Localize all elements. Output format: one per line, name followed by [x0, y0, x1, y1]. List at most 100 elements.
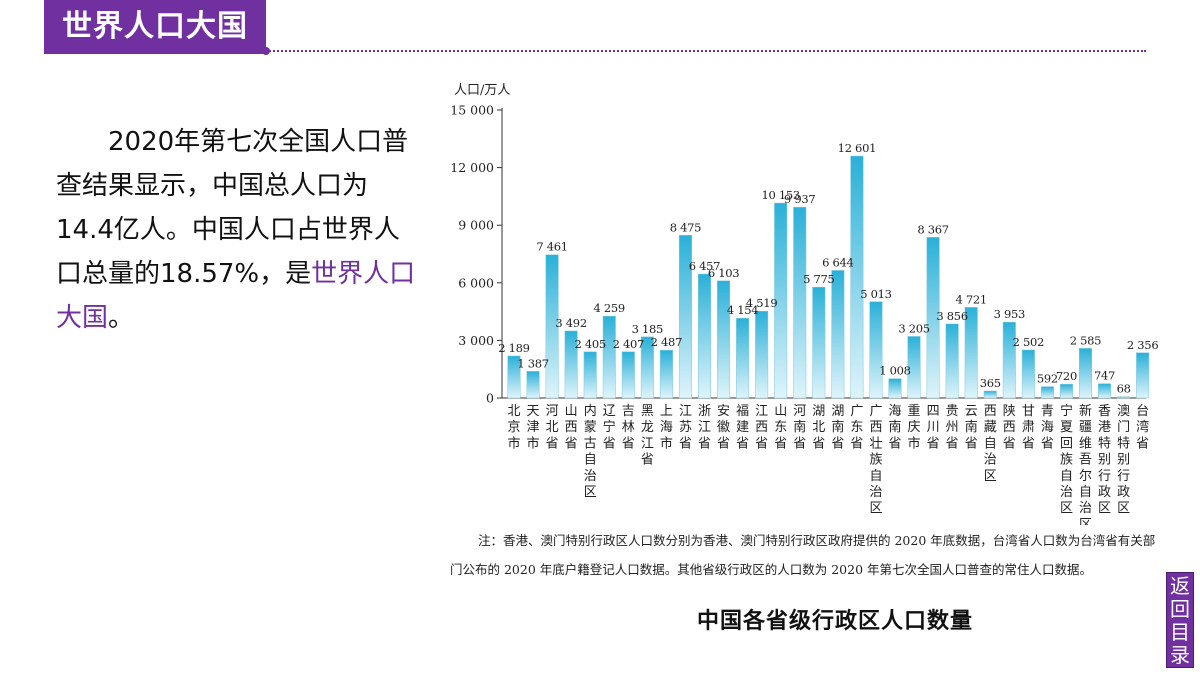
category-label: 甘肃省 — [1022, 404, 1035, 451]
y-tick-label: 12 000 — [450, 160, 494, 175]
bar-value-label: 5 775 — [803, 272, 834, 286]
bar — [850, 155, 864, 399]
bar-value-label: 1 008 — [879, 364, 910, 378]
category-label: 澳门特别行政区 — [1117, 403, 1130, 516]
back-button-char: 录 — [1170, 643, 1190, 667]
bar-value-label: 3 492 — [555, 316, 586, 330]
bar-value-label: 3 953 — [994, 307, 1025, 321]
category-label: 海南省 — [888, 404, 901, 451]
bar-value-label: 720 — [1056, 369, 1077, 383]
category-label: 辽宁省 — [603, 404, 616, 451]
y-axis-label: 人口/万人 — [454, 83, 510, 98]
category-label: 湖南省 — [831, 404, 844, 451]
bar — [1040, 386, 1054, 399]
category-label: 湖北省 — [812, 404, 825, 451]
chart-axes: 0 3 000 6 000 9 000 12 000 15 000 — [450, 103, 1146, 406]
category-label: 新疆维吾尔自治区 — [1079, 403, 1092, 525]
bar — [945, 323, 959, 399]
bar-value-label: 7 461 — [536, 240, 567, 254]
chart-category-labels: 北京市天津市河北省山西省内蒙古自治区辽宁省吉林省黑龙江省上海市江苏省浙江省安徽省… — [507, 403, 1149, 525]
bar-value-label: 365 — [980, 376, 1001, 390]
bar — [583, 351, 597, 399]
category-label: 江西省 — [755, 404, 768, 451]
y-tick-label: 0 — [486, 391, 494, 406]
bar-value-label: 747 — [1094, 369, 1115, 383]
bar-value-label: 3 856 — [936, 309, 967, 323]
bar-value-label: 4 259 — [594, 301, 625, 315]
page-title: 世界人口大国 — [44, 0, 266, 54]
category-label: 北京市 — [507, 404, 520, 451]
category-label: 山西省 — [565, 404, 578, 451]
bar — [831, 270, 845, 399]
bar — [545, 254, 559, 399]
category-label: 上海市 — [660, 404, 673, 451]
bar-value-label: 68 — [1117, 382, 1131, 396]
y-tick-label: 3 000 — [458, 333, 494, 348]
back-button-char: 目 — [1170, 620, 1190, 644]
bar — [507, 355, 521, 399]
bar — [526, 371, 540, 399]
back-to-contents-button[interactable]: 返回目录 — [1166, 572, 1194, 668]
bar-value-label: 2 405 — [574, 337, 605, 351]
category-label: 安徽省 — [717, 404, 730, 451]
bar — [1021, 349, 1035, 399]
category-label: 四川省 — [927, 404, 940, 451]
category-label: 宁夏回族自治区 — [1060, 403, 1073, 516]
bar-value-label: 2 356 — [1127, 338, 1158, 352]
bar-value-label: 8 475 — [670, 220, 701, 234]
y-tick-label: 6 000 — [458, 275, 494, 290]
category-label: 青海省 — [1041, 404, 1054, 451]
bar — [1002, 321, 1016, 399]
category-label: 河南省 — [793, 404, 806, 451]
bar — [1059, 383, 1073, 399]
bar — [812, 286, 826, 399]
intro-highlight: 世界人口大国 — [56, 259, 416, 333]
bar — [907, 336, 921, 399]
bar-value-label: 6 644 — [822, 255, 853, 269]
bar-value-label: 12 601 — [838, 141, 876, 155]
bar-value-label: 2 502 — [1013, 335, 1044, 349]
category-label: 吉林省 — [622, 404, 635, 451]
y-tick-label: 15 000 — [450, 103, 494, 118]
bar — [736, 317, 750, 399]
intro-text: 2020年第七次全国人口普查结果显示，中国总人口为14.4亿人。中国人口占世界人… — [56, 127, 409, 289]
bar — [774, 202, 788, 399]
bar — [678, 235, 692, 399]
bar — [983, 390, 997, 399]
bar-value-label: 2 407 — [613, 337, 644, 351]
bar-value-label: 4 154 — [727, 303, 758, 317]
bar-value-label: 2 487 — [651, 335, 682, 349]
category-label: 河北省 — [546, 404, 559, 451]
bar-value-label: 8 367 — [917, 222, 948, 236]
title-divider — [266, 50, 1146, 52]
category-label: 陕西省 — [1003, 404, 1016, 451]
bar-value-label: 2 585 — [1070, 333, 1101, 347]
bar-value-label: 3 205 — [898, 321, 929, 335]
y-tick-label: 9 000 — [458, 218, 494, 233]
chart-note: 注：香港、澳门特别行政区人口数分别为香港、澳门特别行政区政府提供的 2020 年… — [450, 533, 1156, 577]
bar — [755, 310, 769, 399]
intro-end: 。 — [108, 303, 135, 333]
bar — [698, 273, 711, 399]
bar — [793, 206, 807, 399]
category-label: 江苏省 — [679, 404, 692, 451]
category-label: 重庆市 — [908, 403, 921, 451]
category-label: 天津市 — [527, 404, 540, 451]
bar-value-label: 2 189 — [498, 341, 529, 355]
back-button-char: 回 — [1170, 597, 1190, 621]
bar-value-label: 4 519 — [746, 296, 777, 310]
category-label: 贵州省 — [946, 404, 959, 451]
bar — [659, 349, 673, 399]
chart-caption: 中国各省级行政区人口数量 — [696, 609, 973, 634]
bar — [1098, 383, 1112, 399]
category-label: 福建省 — [736, 404, 749, 451]
category-label: 黑龙江省 — [641, 404, 654, 468]
bar — [621, 351, 635, 399]
bar — [1117, 396, 1131, 399]
bar — [602, 315, 616, 399]
bar — [888, 378, 902, 399]
intro-paragraph: 2020年第七次全国人口普查结果显示，中国总人口为14.4亿人。中国人口占世界人… — [56, 120, 421, 340]
category-label: 香港特别行政区 — [1098, 404, 1111, 516]
bar — [640, 336, 654, 399]
category-label: 西藏自治区 — [984, 404, 997, 484]
